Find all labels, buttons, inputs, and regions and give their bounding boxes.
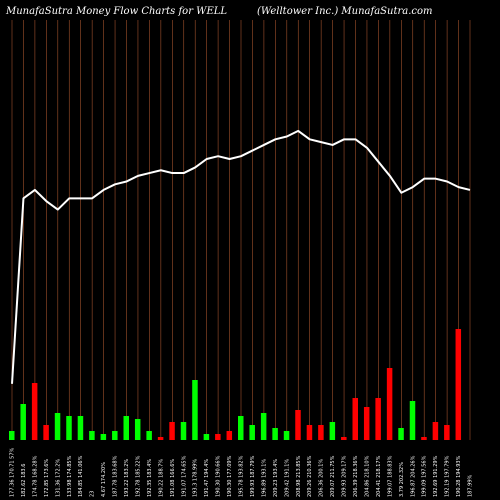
x-tick-label: 192.19 197.79% [445, 455, 451, 497]
price-line [11, 129, 471, 384]
money-flow-bar [318, 425, 324, 440]
money-flow-bar [226, 431, 233, 440]
x-tick-label: 192.78 185.22% [135, 455, 141, 497]
money-flow-bar [363, 407, 370, 440]
money-flow-bar [249, 425, 255, 440]
x-tick-label: 199.93 187.79% [250, 455, 256, 497]
x-tick-label: 23 [90, 491, 96, 497]
money-flow-bar [66, 416, 72, 440]
x-tick-label: 209.93 209.17% [342, 455, 348, 497]
x-tick-label: 190.28 194.93% [456, 455, 462, 497]
money-flow-bar [306, 425, 313, 440]
money-flow-bar [341, 437, 347, 440]
x-tick-label: 187.99% [468, 475, 474, 497]
x-tick-label: 133.98 174.85% [67, 455, 73, 497]
money-flow-bar [9, 431, 15, 440]
money-flow-bar [157, 437, 164, 440]
x-tick-label: 199.09 197.56% [422, 455, 428, 497]
x-tick-label: 204.86 218.10% [364, 455, 370, 497]
money-flow-bar [54, 413, 61, 440]
x-tick-label: 209.07 211.75% [330, 455, 336, 497]
money-flow-bar [89, 431, 95, 440]
money-flow-bar [386, 368, 393, 440]
x-tick-label: 131.36 172.2% [55, 459, 61, 497]
x-tick-label: 174.78 168.28% [32, 455, 38, 497]
x-tick-labels: 177.36 170.71 57% 182.62 183.6 174.78 168.… [10, 447, 474, 497]
price-line-path [11, 129, 471, 384]
x-tick-label: 190.30 190.66% [216, 455, 222, 497]
money-flow-bar [329, 422, 336, 440]
money-flow-bar [203, 434, 210, 440]
x-tick-label: 172.85 173.6% [44, 459, 50, 497]
x-tick-label: 187.78 183.68% [113, 455, 119, 497]
money-flow-bar [169, 422, 175, 440]
x-tick-label: 209.23 193.4% [273, 459, 279, 497]
money-flow-bar [123, 416, 129, 440]
x-tick-label: 182.62 183.6 [21, 464, 27, 497]
x-tick-label: 204.41 218.17% [376, 455, 382, 497]
money-flow-bar [398, 428, 404, 440]
x-tick-label: 184.85 141.06% [78, 455, 84, 497]
money-flow-bar [455, 329, 462, 440]
money-flow-bar [283, 431, 290, 440]
x-tick-label: 208.98 213.85% [296, 455, 302, 497]
x-tick-label: 191.08 166.6% [170, 459, 176, 497]
money-flow-bars [9, 329, 462, 440]
money-flow-bar [375, 398, 381, 440]
x-tick-label: 209.42 191.1% [284, 459, 290, 497]
money-flow-bar [409, 401, 416, 440]
money-flow-bar [352, 398, 358, 440]
x-tick-label: 190.30 177.09% [227, 455, 233, 497]
x-tick-label: 192.69 191.29% [433, 455, 439, 497]
chart-title: MunafaSutra Money Flow Charts for WELL [5, 6, 227, 17]
money-flow-bar [215, 434, 221, 440]
money-flow-bar [272, 428, 278, 440]
x-tick-label: 177.36 170.71 57% [10, 447, 16, 497]
money-flow-bar [192, 380, 198, 440]
x-tick-label: 196.89 193.1% [261, 459, 267, 497]
money-flow-bar [421, 437, 427, 440]
x-tick-label: 199.07 188.83% [387, 455, 393, 497]
chart-subtitle: (Welltower Inc.) MunafaSutra.com [257, 6, 432, 17]
x-tick-label: 196.87 204.26% [410, 455, 416, 497]
grid-lines [11, 20, 471, 440]
x-tick-label: 191.47 194.4% [204, 459, 210, 497]
money-flow-bar [100, 434, 107, 440]
x-tick-label: 192.35 183.4% [147, 459, 153, 497]
money-flow-bar [112, 431, 118, 440]
money-flow-bar [31, 383, 38, 440]
x-tick-label: 193.22 183.2% [124, 459, 130, 497]
money-flow-bar [295, 410, 301, 440]
money-flow-bar [260, 413, 267, 440]
x-tick-label: 191.07 174.65% [181, 455, 187, 497]
x-tick-label: 193.3 178.99% [193, 459, 199, 497]
x-tick-label: 206.36 200.1% [319, 459, 325, 497]
x-tick-label: 190.22 188.7% [158, 459, 164, 497]
money-flow-bar [146, 431, 152, 440]
x-tick-label: 206.39 218.36% [353, 455, 359, 497]
x-tick-label: 3.79 202.32% [399, 462, 405, 497]
money-flow-bar [238, 416, 244, 440]
money-flow-bar [444, 425, 450, 440]
money-flow-bar [180, 422, 187, 440]
money-flow-bar [134, 419, 141, 440]
money-flow-bar [432, 422, 439, 440]
x-tick-label: 209.26 210.36% [307, 455, 313, 497]
x-tick-label: 195.78 193.82% [239, 455, 245, 497]
x-tick-label: 4.67 174.20% [101, 462, 107, 497]
money-flow-bar [77, 416, 84, 440]
money-flow-bar [20, 404, 26, 440]
money-flow-bar [43, 425, 49, 440]
